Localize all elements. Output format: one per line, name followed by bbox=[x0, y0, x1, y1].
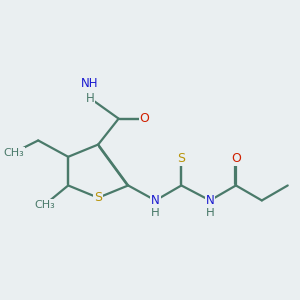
Text: H: H bbox=[85, 92, 94, 105]
Text: CH₃: CH₃ bbox=[3, 148, 24, 158]
Text: N: N bbox=[151, 194, 160, 207]
Text: O: O bbox=[231, 152, 241, 165]
Text: CH₃: CH₃ bbox=[34, 200, 56, 209]
Text: H: H bbox=[151, 206, 160, 219]
Text: NH: NH bbox=[81, 77, 99, 90]
Text: O: O bbox=[140, 112, 149, 125]
Text: S: S bbox=[177, 152, 185, 165]
Text: N: N bbox=[206, 194, 214, 207]
Text: H: H bbox=[206, 206, 214, 219]
Text: S: S bbox=[94, 191, 102, 204]
